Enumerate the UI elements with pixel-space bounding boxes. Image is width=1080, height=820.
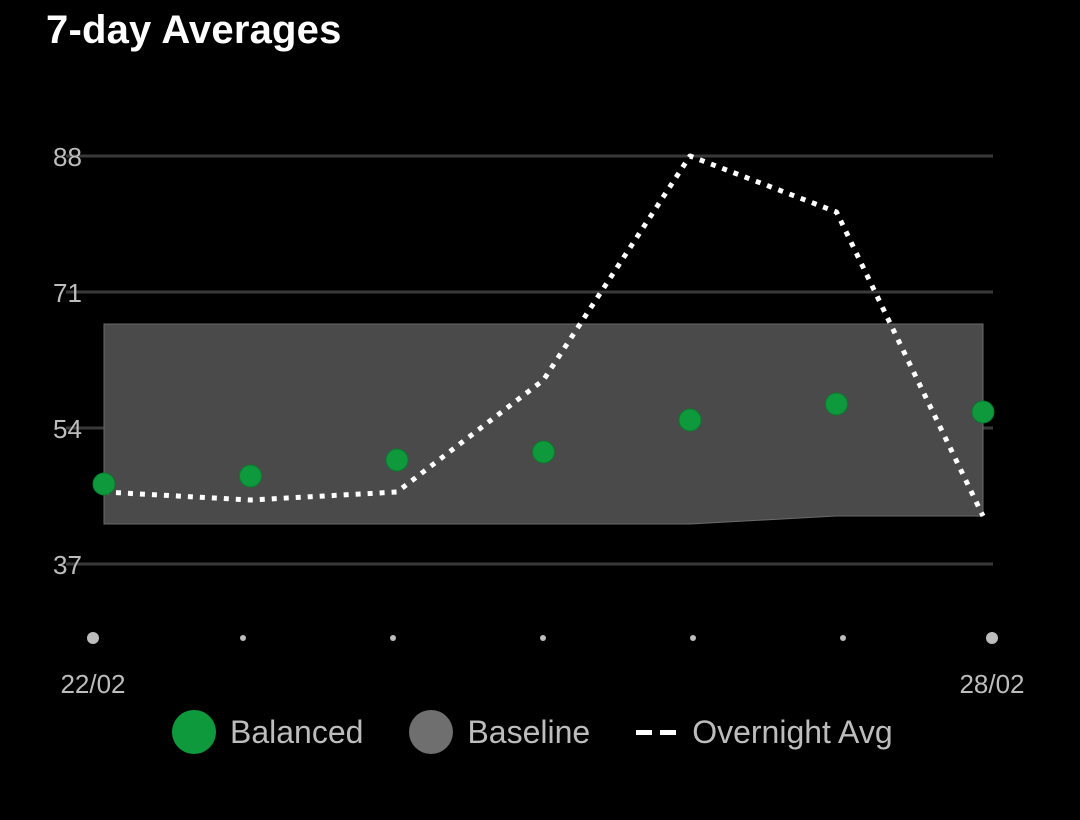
balanced-points [92,392,995,496]
y-axis-ticks: 37 54 71 88 [53,142,82,580]
balanced-point-1 [239,464,262,488]
overnight-avg-polyline [103,153,986,518]
overnight-avg-line [103,153,986,518]
legend-label-baseline: Baseline [467,713,591,750]
chart-canvas: 37 54 71 88 22/02 28/02 [53,142,1025,699]
balanced-point-4 [678,408,702,432]
balanced-point-6 [971,400,995,424]
legend-label-balanced: Balanced [230,713,364,750]
y-tick-label-88: 88 [53,142,82,172]
y-tick-label-54: 54 [53,414,82,444]
x-axis-dot-1 [240,635,246,641]
x-axis-dot-2 [390,635,396,641]
chart-title: 7-day Averages [46,8,342,52]
y-tick-label-37: 37 [53,550,82,580]
x-axis-dot-4 [690,635,696,641]
baseline-band-area [103,323,984,525]
legend-item-overnight[interactable]: Overnight Avg [636,710,893,754]
balanced-swatch-icon [172,710,216,754]
baseline-swatch-icon [409,710,454,754]
dashed-line-swatch-icon [636,710,678,754]
x-axis-dots [87,632,998,644]
legend: Balanced Baseline Overnight Avg [172,710,939,754]
x-axis-dot-3 [540,635,546,641]
baseline-band [103,323,984,525]
x-axis-dot-5 [840,635,846,641]
x-axis-labels: 22/02 28/02 [60,669,1024,699]
x-tick-label-last: 28/02 [959,669,1024,699]
x-axis-dot-0 [87,632,99,644]
balanced-point-0 [92,472,116,496]
x-axis-dot-6 [986,632,998,644]
legend-item-balanced[interactable]: Balanced [172,710,363,754]
balanced-point-2 [385,448,409,472]
legend-item-baseline[interactable]: Baseline [409,710,590,754]
balanced-point-3 [532,440,555,464]
legend-label-overnight: Overnight Avg [692,713,893,750]
balanced-point-5 [825,392,848,416]
x-tick-label-first: 22/02 [60,669,125,699]
y-tick-label-71: 71 [53,278,82,308]
